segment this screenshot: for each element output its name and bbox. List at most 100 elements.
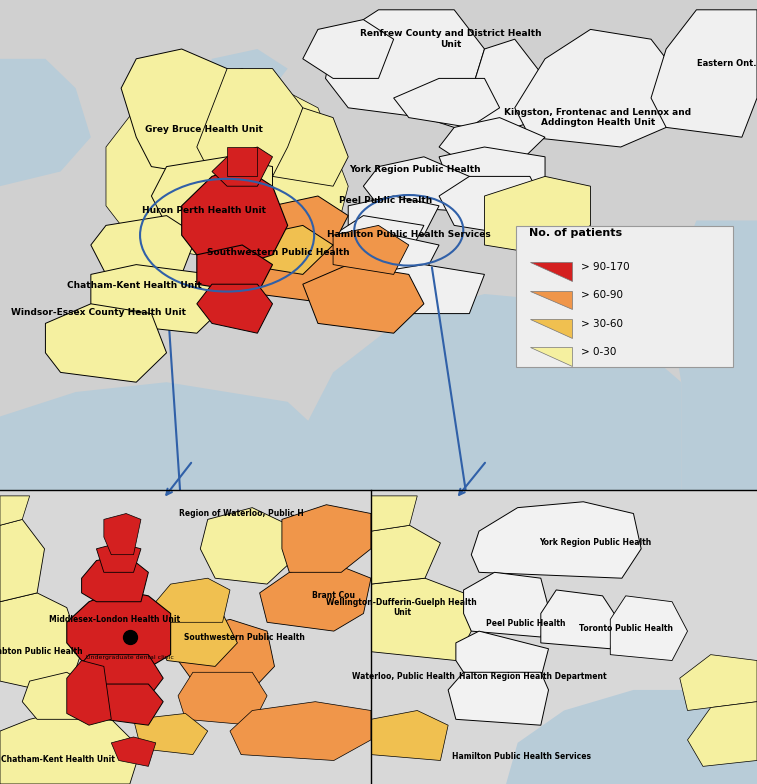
Polygon shape (463, 572, 549, 637)
Text: Waterloo, Public Health: Waterloo, Public Health (352, 672, 455, 681)
Polygon shape (151, 157, 273, 235)
Polygon shape (91, 265, 227, 333)
Polygon shape (610, 596, 687, 660)
Text: > 30-60: > 30-60 (581, 319, 623, 329)
Polygon shape (45, 304, 167, 383)
Text: Lambton Public Health: Lambton Public Health (0, 648, 83, 656)
Text: York Region Public Health: York Region Public Health (539, 539, 651, 547)
Text: Eastern Ont.: Eastern Ont. (697, 60, 756, 68)
Polygon shape (363, 265, 484, 314)
Polygon shape (666, 220, 757, 490)
Text: Hamilton Public Health Services: Hamilton Public Health Services (452, 752, 591, 760)
Polygon shape (0, 59, 91, 187)
Polygon shape (227, 147, 257, 176)
Text: Toronto Public Health: Toronto Public Health (579, 624, 673, 633)
Polygon shape (91, 216, 197, 274)
Polygon shape (687, 702, 757, 767)
Polygon shape (303, 20, 394, 78)
Polygon shape (651, 10, 757, 137)
Polygon shape (530, 291, 572, 309)
Polygon shape (178, 673, 267, 725)
Polygon shape (540, 590, 618, 649)
Polygon shape (67, 660, 111, 725)
Polygon shape (111, 737, 156, 767)
Text: Middlesex-London Health Unit: Middlesex-London Health Unit (49, 615, 181, 624)
Polygon shape (74, 655, 164, 707)
Text: Renfrew County and District Health
Unit: Renfrew County and District Health Unit (360, 30, 541, 49)
Polygon shape (257, 196, 348, 245)
Polygon shape (371, 710, 448, 760)
Polygon shape (371, 579, 472, 660)
Polygon shape (439, 147, 545, 205)
Polygon shape (106, 69, 348, 265)
Polygon shape (197, 49, 288, 137)
Polygon shape (394, 78, 500, 128)
Text: Southwestern Public Health: Southwestern Public Health (185, 633, 305, 641)
Text: Chatham-Kent Health Unit: Chatham-Kent Health Unit (1, 754, 114, 764)
Polygon shape (273, 107, 348, 187)
Polygon shape (0, 593, 82, 696)
Text: Chatham-Kent Health Unit: Chatham-Kent Health Unit (67, 281, 202, 289)
Polygon shape (371, 490, 757, 784)
Polygon shape (96, 543, 141, 572)
Polygon shape (439, 118, 545, 166)
Polygon shape (230, 702, 371, 760)
Polygon shape (326, 10, 484, 118)
Polygon shape (197, 245, 273, 294)
Text: Wellington-Dufferin-Guelph Health
Unit: Wellington-Dufferin-Guelph Health Unit (326, 598, 477, 617)
Text: Undergraduate dental clinic: Undergraduate dental clinic (86, 655, 174, 659)
Polygon shape (121, 49, 257, 176)
Polygon shape (212, 147, 273, 187)
Polygon shape (227, 226, 333, 274)
Polygon shape (197, 69, 303, 187)
Polygon shape (242, 235, 363, 304)
Polygon shape (201, 508, 289, 584)
Text: Region of Waterloo, Public H: Region of Waterloo, Public H (179, 509, 304, 518)
Polygon shape (0, 0, 757, 490)
Polygon shape (456, 631, 549, 678)
Text: Southwestern Public Health: Southwestern Public Health (207, 248, 350, 257)
Text: Grey Bruce Health Unit: Grey Bruce Health Unit (145, 125, 263, 134)
Polygon shape (0, 496, 30, 525)
Text: Windsor-Essex County Health Unit: Windsor-Essex County Health Unit (11, 308, 186, 317)
Text: > 90-170: > 90-170 (581, 262, 630, 272)
Polygon shape (333, 226, 409, 274)
Polygon shape (333, 216, 424, 255)
Polygon shape (282, 505, 371, 572)
Polygon shape (371, 525, 441, 584)
Polygon shape (197, 285, 273, 333)
Polygon shape (680, 655, 757, 710)
Polygon shape (371, 496, 417, 532)
Text: Hamilton Public Health Services: Hamilton Public Health Services (327, 230, 491, 238)
Polygon shape (424, 39, 545, 137)
Polygon shape (515, 30, 681, 147)
Polygon shape (448, 673, 549, 725)
Polygon shape (484, 176, 590, 255)
Polygon shape (530, 262, 572, 281)
Polygon shape (22, 673, 96, 720)
Polygon shape (0, 383, 341, 490)
Polygon shape (472, 502, 641, 579)
Polygon shape (182, 166, 288, 265)
Polygon shape (89, 684, 164, 725)
Polygon shape (260, 564, 371, 631)
Polygon shape (133, 713, 207, 754)
Polygon shape (0, 490, 371, 784)
Polygon shape (82, 555, 148, 602)
Polygon shape (363, 157, 469, 211)
Text: > 0-30: > 0-30 (581, 347, 617, 358)
Text: Huron Perth Health Unit: Huron Perth Health Unit (142, 206, 266, 215)
Polygon shape (178, 619, 275, 690)
Polygon shape (303, 265, 424, 333)
Text: > 60-90: > 60-90 (581, 290, 623, 300)
Text: Kingston, Frontenac and Lennox and
Addington Health Unit: Kingston, Frontenac and Lennox and Addin… (504, 108, 692, 127)
Polygon shape (0, 519, 45, 602)
FancyBboxPatch shape (516, 227, 733, 367)
Polygon shape (333, 235, 439, 274)
Polygon shape (0, 710, 141, 784)
Text: No. of patients: No. of patients (528, 227, 622, 238)
Polygon shape (506, 690, 757, 784)
Polygon shape (104, 514, 141, 555)
Text: Halton Region Health Department: Halton Region Health Department (459, 672, 607, 681)
Text: York Region Public Health: York Region Public Health (349, 165, 481, 173)
